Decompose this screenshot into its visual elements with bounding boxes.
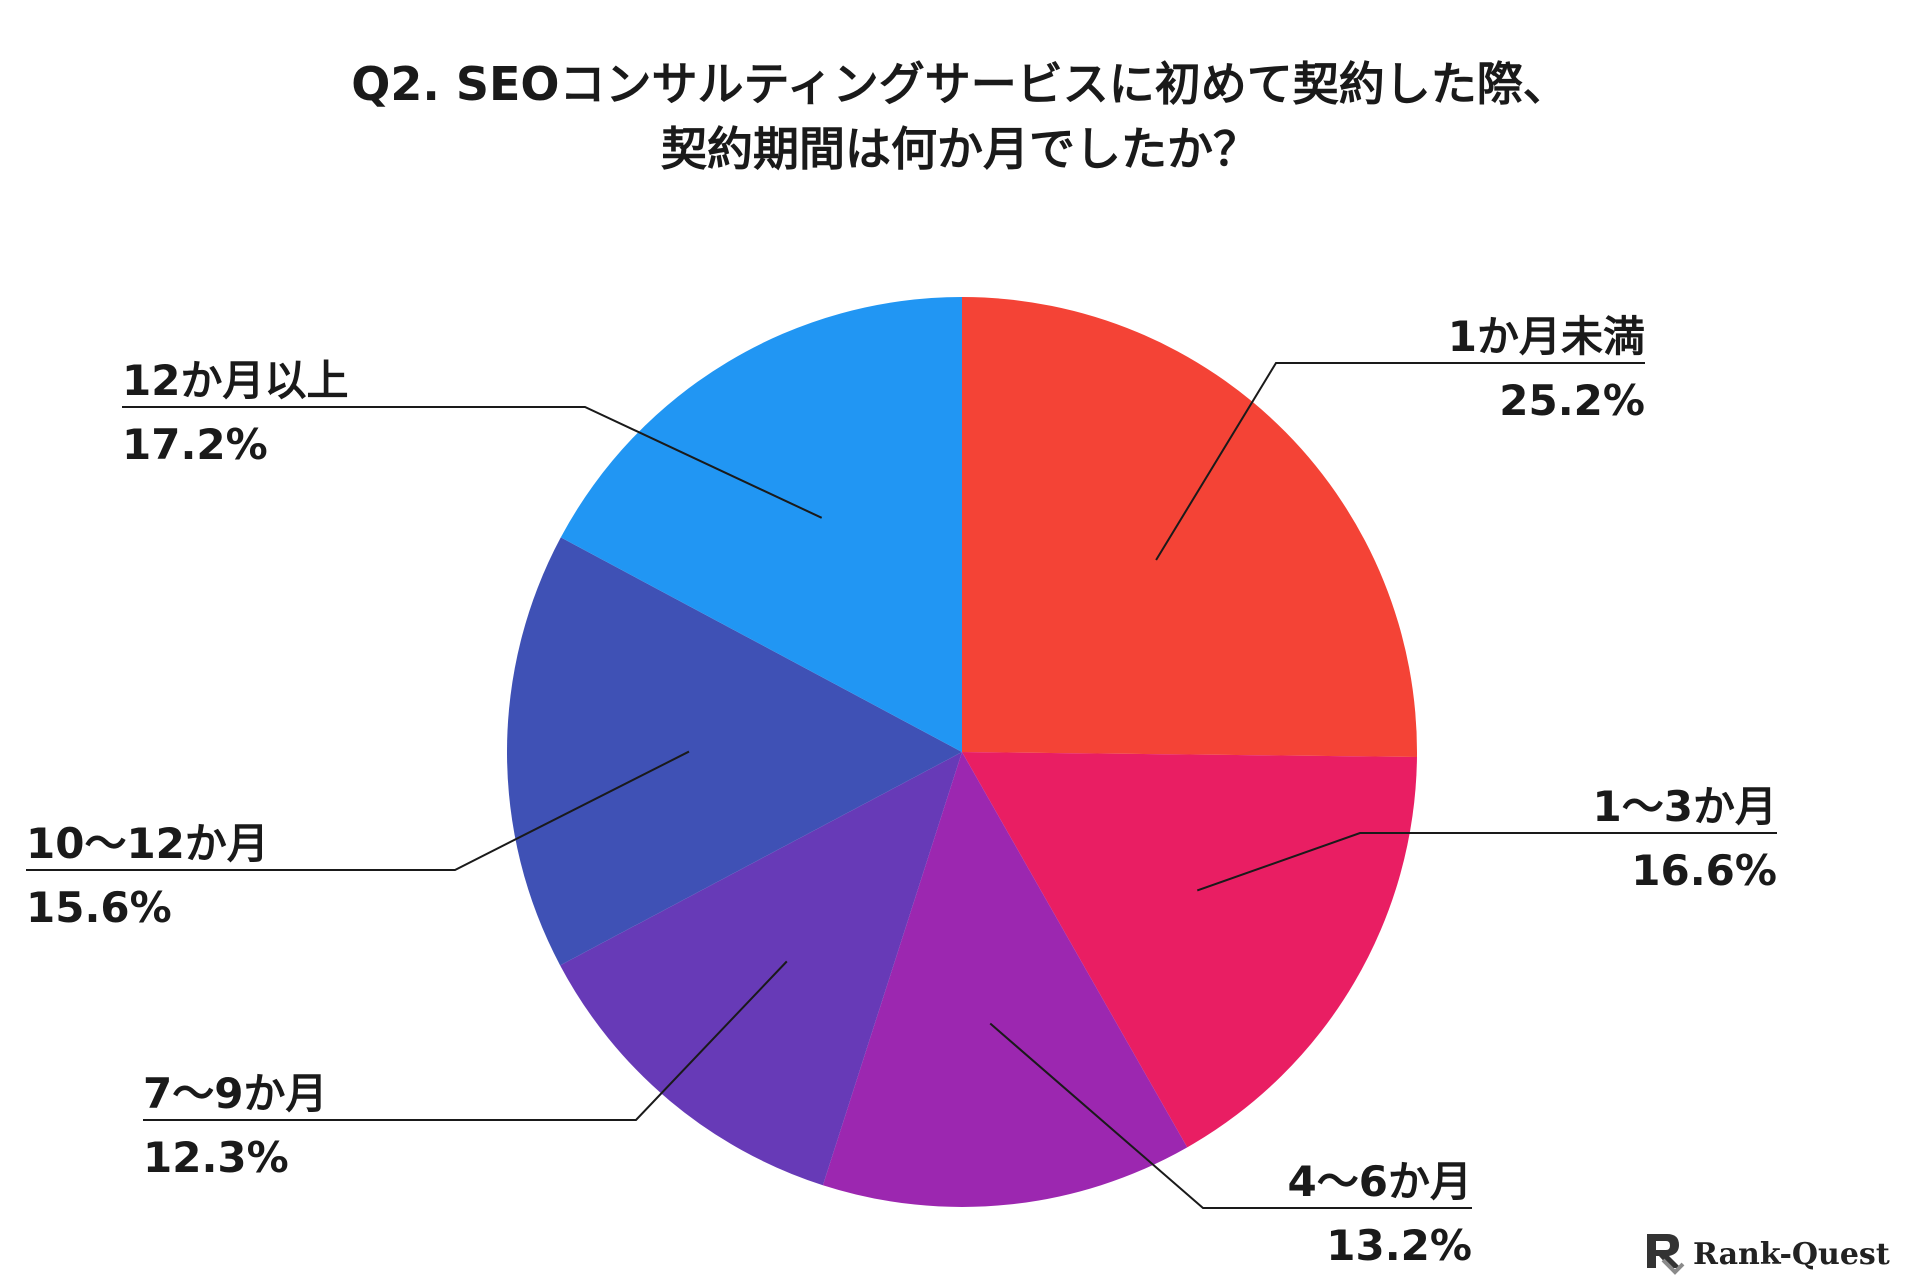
slice-labels: 1か月未満 25.2% 1〜3か月 16.6% 4〜6か月 13.2% 7〜9か月 12.3%… xyxy=(26,312,1777,1270)
slice-value-label-2: 16.6% xyxy=(1631,846,1777,895)
leader-line-6 xyxy=(122,406,823,519)
chart-title-line-2: 契約期間は何か月でしたか？ xyxy=(661,122,1259,176)
slice-label-3: 4〜6か月 xyxy=(1288,1157,1472,1206)
brand-logo: Rank-Quest xyxy=(1647,1234,1890,1275)
slice-value-label-5: 15.6% xyxy=(26,883,172,932)
slice-label-1: 1か月未満 xyxy=(1448,312,1645,361)
slice-value-label-4: 12.3% xyxy=(143,1133,289,1182)
leader-line-1 xyxy=(1155,362,1645,561)
slice-label-2: 1〜3か月 xyxy=(1593,782,1777,831)
pie-slices xyxy=(506,297,1417,1208)
chart-title: Q2. SEOコンサルティングサービスに初めて契約した際、 契約期間は何か月でし… xyxy=(351,57,1569,176)
slice-value-label-3: 13.2% xyxy=(1326,1221,1472,1270)
slice-label-6: 12か月以上 xyxy=(122,356,348,405)
logo-text: Rank-Quest xyxy=(1693,1237,1890,1272)
pie-slice-3 xyxy=(822,752,1188,1208)
chart-title-line-1: Q2. SEOコンサルティングサービスに初めて契約した際、 xyxy=(351,57,1569,111)
pie-slice-5 xyxy=(506,537,962,966)
leader-line-3 xyxy=(989,1022,1472,1209)
slice-value-label-6: 17.2% xyxy=(122,420,268,469)
slice-label-5: 10〜12か月 xyxy=(26,819,269,868)
pie-slice-6 xyxy=(560,297,962,752)
pie-slice-2 xyxy=(962,752,1417,1148)
pie-slice-1 xyxy=(962,297,1417,757)
leader-lines xyxy=(26,362,1777,1209)
leader-line-4 xyxy=(143,960,788,1121)
pie-slice-4 xyxy=(560,752,962,1186)
leader-line-5 xyxy=(26,750,690,871)
slice-value-label-1: 25.2% xyxy=(1499,376,1645,425)
leader-line-2 xyxy=(1196,832,1777,892)
slice-label-4: 7〜9か月 xyxy=(143,1069,327,1118)
rank-quest-logo-icon xyxy=(1647,1234,1685,1275)
